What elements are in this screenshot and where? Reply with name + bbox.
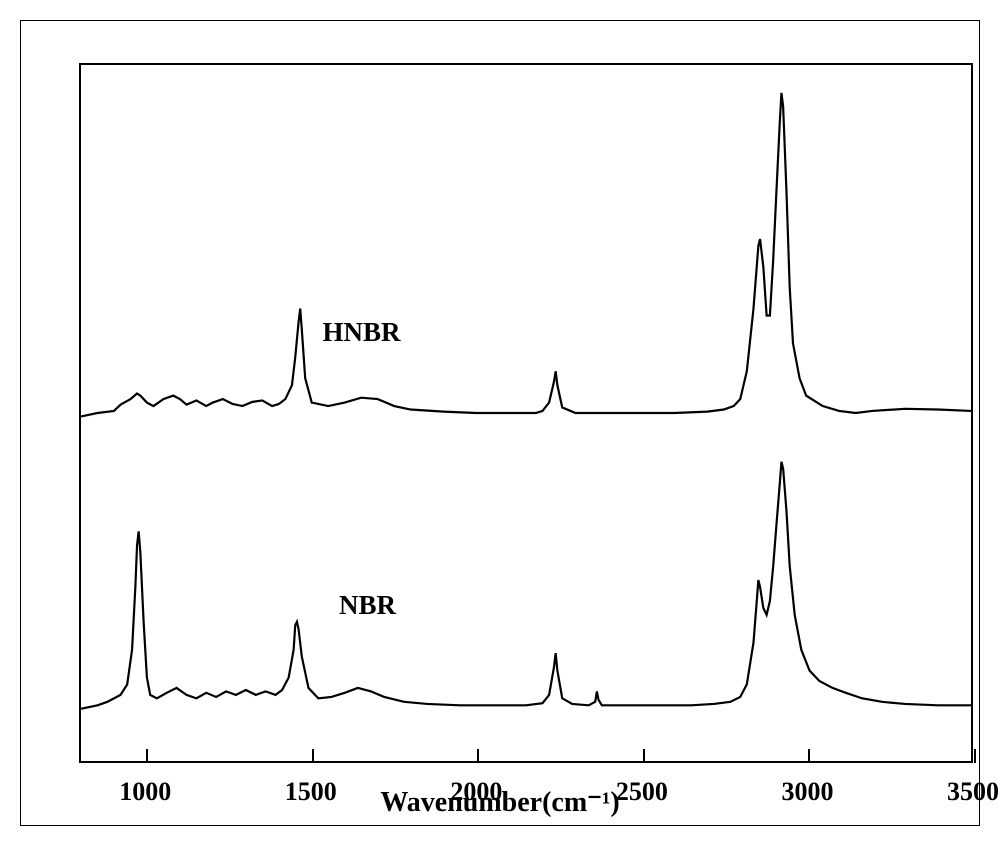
spectrum-hnbr [81,93,971,417]
x-tick [808,749,810,763]
x-tick [643,749,645,763]
x-axis-label: Wavenumber(cm⁻¹) [380,785,619,819]
x-tick [312,749,314,763]
x-tick-label: 1500 [285,777,337,807]
plot-area: HNBR NBR [79,63,973,763]
x-tick [477,749,479,763]
x-tick [146,749,148,763]
spectra-svg [81,65,971,761]
x-tick-label: 2500 [616,777,668,807]
series-label-hnbr: HNBR [322,317,400,348]
series-label-nbr: NBR [339,590,396,621]
x-tick-label: 1000 [119,777,171,807]
x-tick-label: 3500 [947,777,999,807]
x-tick [974,749,976,763]
figure-frame: HNBR NBR 1000 1500 2000 2500 3000 3500 W… [20,20,980,826]
spectrum-nbr [81,462,971,709]
x-tick-label: 3000 [781,777,833,807]
